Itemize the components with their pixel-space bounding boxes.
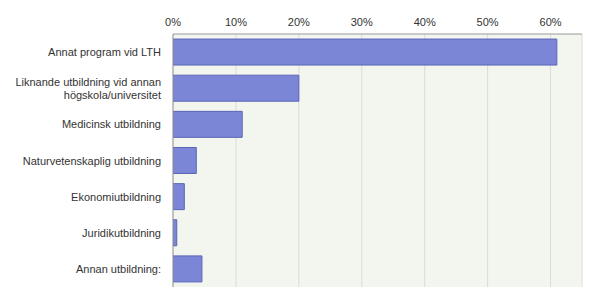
svg-text:0%: 0%	[165, 16, 181, 28]
svg-text:20%: 20%	[288, 16, 310, 28]
svg-text:10%: 10%	[225, 16, 247, 28]
svg-text:Annan utbildning:: Annan utbildning:	[76, 263, 161, 275]
svg-text:40%: 40%	[414, 16, 436, 28]
svg-text:60%: 60%	[540, 16, 562, 28]
svg-text:30%: 30%	[351, 16, 373, 28]
svg-text:Juridikutbildning: Juridikutbildning	[82, 227, 161, 239]
svg-text:Annat program vid LTH: Annat program vid LTH	[48, 46, 161, 58]
svg-text:Liknande utbildning vid annanh: Liknande utbildning vid annanhögskola/un…	[15, 76, 161, 101]
svg-text:Ekonomiutbildning: Ekonomiutbildning	[71, 191, 161, 203]
svg-text:Naturvetenskaplig utbildning: Naturvetenskaplig utbildning	[23, 155, 161, 167]
svg-text:Medicinsk utbildning: Medicinsk utbildning	[62, 118, 161, 130]
svg-text:50%: 50%	[477, 16, 499, 28]
